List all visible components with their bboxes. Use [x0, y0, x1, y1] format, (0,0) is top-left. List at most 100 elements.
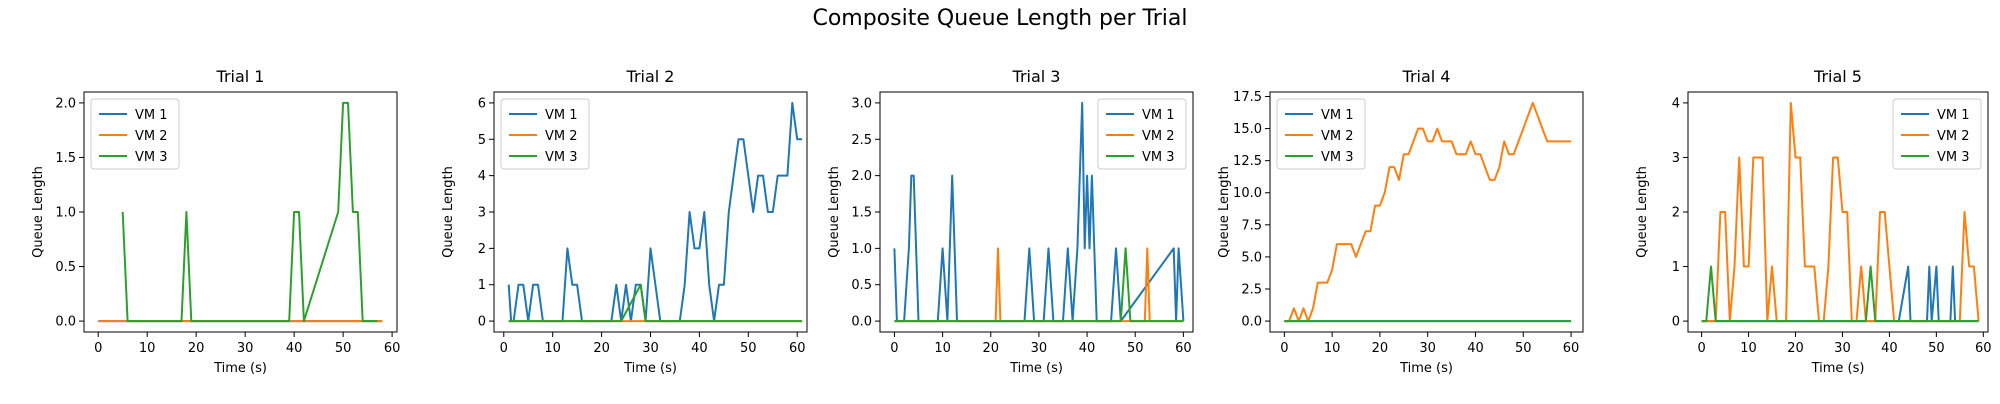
y-tick-label: 3.0	[851, 96, 872, 111]
plot-frame	[1269, 91, 1584, 333]
x-tick-label: 60	[1563, 341, 1580, 356]
series-line-vm-3	[1701, 265, 1979, 323]
subplot-title: Trial 3	[1012, 67, 1061, 86]
y-tick-label: 0.0	[55, 315, 76, 330]
legend-label: VM 1	[135, 108, 168, 123]
x-tick-label: 10	[1740, 341, 1757, 356]
x-tick-label: 20	[1787, 341, 1804, 356]
x-tick-label: 40	[1079, 341, 1096, 356]
legend: VM 1 VM 2 VM 3	[1892, 98, 1982, 170]
subplot-trial-3: Trial 3 0 10 20 30 40 50 60 0.0 0.5 1.0 1.5 2.0 2.5 3.…	[827, 67, 1194, 376]
x-tick-label: 30	[642, 341, 659, 356]
x-tick-label: 60	[1975, 341, 1992, 356]
legend-box	[1892, 98, 1982, 170]
subplot-title: Trial 5	[1813, 67, 1862, 86]
legend-label: VM 3	[135, 150, 168, 165]
x-tick-label: 20	[188, 341, 205, 356]
figure-title: Composite Queue Length per Trial	[812, 6, 1187, 31]
subplot-title: Trial 1	[216, 67, 265, 86]
x-axis-label: Time (s)	[623, 361, 677, 376]
x-axis-label: Time (s)	[213, 361, 267, 376]
x-axis-label: Time (s)	[1399, 361, 1453, 376]
y-axis-label: Queue Length	[31, 166, 46, 258]
x-tick-label: 20	[1372, 341, 1389, 356]
legend-box	[1097, 98, 1187, 170]
y-tick-label: 0	[1672, 315, 1680, 330]
y-tick-label: 0.0	[1241, 315, 1262, 330]
legend: VM 1 VM 2 VM 3	[1276, 98, 1366, 170]
x-tick-label: 50	[740, 341, 757, 356]
y-tick-label: 10.0	[1233, 186, 1262, 201]
y-tick-label: 1	[478, 278, 486, 293]
x-tick-label: 30	[1419, 341, 1436, 356]
x-tick-label: 20	[982, 341, 999, 356]
x-tick-label: 40	[1467, 341, 1484, 356]
x-tick-label: 40	[1881, 341, 1898, 356]
x-tick-label: 30	[1031, 341, 1048, 356]
x-axis-label: Time (s)	[1811, 361, 1865, 376]
series-line-vm-1	[1701, 265, 1979, 323]
subplot-trial-1: Trial 1 0 10 20 30 40 50 60 0.0 0.5 1.0 1.5 2.0 Time …	[31, 67, 400, 376]
x-tick-label: 50	[1515, 341, 1532, 356]
series-line-vm-2	[1284, 101, 1572, 323]
x-tick-label: 40	[286, 341, 303, 356]
x-tick-label: 60	[1175, 341, 1192, 356]
y-tick-label: 1.0	[55, 206, 76, 221]
x-tick-label: 30	[237, 341, 254, 356]
x-tick-label: 0	[500, 341, 508, 356]
y-tick-label: 2	[478, 242, 486, 257]
x-tick-label: 50	[1928, 341, 1945, 356]
series-line-vm-3	[508, 283, 803, 323]
y-tick-label: 1	[1672, 260, 1680, 275]
legend: VM 1 VM 2 VM 3	[1097, 98, 1187, 170]
y-tick-label: 3	[1672, 151, 1680, 166]
x-tick-label: 60	[384, 341, 401, 356]
legend-box	[500, 98, 590, 170]
y-tick-label: 6	[478, 96, 486, 111]
legend: VM 1 VM 2 VM 3	[500, 98, 590, 170]
legend-label: VM 1	[1937, 108, 1970, 123]
legend-label: VM 1	[1321, 108, 1354, 123]
y-axis-label: Queue Length	[1217, 166, 1232, 258]
x-tick-label: 50	[1127, 341, 1144, 356]
y-tick-label: 1.5	[851, 206, 872, 221]
legend-label: VM 3	[1937, 150, 1970, 165]
legend-label: VM 2	[1321, 129, 1354, 144]
y-tick-label: 7.5	[1241, 218, 1262, 233]
legend-label: VM 2	[135, 129, 168, 144]
legend-box	[90, 98, 180, 170]
legend-label: VM 1	[545, 108, 578, 123]
subplot-title: Trial 2	[626, 67, 675, 86]
legend-label: VM 3	[1142, 150, 1175, 165]
subplot-trial-2: Trial 2 0 10 20 30 40 50 60 0 1 2 3 4 5 6 Time (s) Queue…	[441, 67, 808, 376]
legend-label: VM 1	[1142, 108, 1175, 123]
legend-box	[1276, 98, 1366, 170]
series-line-vm-3	[121, 101, 378, 323]
y-tick-label: 0.0	[851, 315, 872, 330]
x-tick-label: 0	[890, 341, 898, 356]
x-tick-label: 10	[1324, 341, 1341, 356]
y-tick-label: 2.5	[851, 133, 872, 148]
x-tick-label: 10	[139, 341, 156, 356]
x-axis-label: Time (s)	[1009, 361, 1063, 376]
y-tick-label: 4	[1672, 96, 1680, 111]
x-tick-label: 30	[1834, 341, 1851, 356]
y-axis-label: Queue Length	[1635, 166, 1650, 258]
y-tick-label: 2.0	[55, 96, 76, 111]
y-axis-label: Queue Length	[441, 166, 456, 258]
y-tick-label: 12.5	[1233, 154, 1262, 169]
y-tick-label: 0	[478, 315, 486, 330]
x-tick-label: 0	[1280, 341, 1288, 356]
y-tick-label: 5.0	[1241, 250, 1262, 265]
y-tick-label: 1.0	[851, 242, 872, 257]
subplot-trial-4: Trial 4 0 10 20 30 40 50 60 0.0 2.5 5.0 7.5 10.0 12.5…	[1217, 67, 1584, 376]
x-tick-label: 0	[94, 341, 102, 356]
y-tick-label: 2.0	[851, 169, 872, 184]
y-tick-label: 17.5	[1233, 90, 1262, 105]
legend-label: VM 2	[1142, 129, 1175, 144]
legend-label: VM 2	[545, 129, 578, 144]
x-tick-label: 60	[789, 341, 806, 356]
legend-label: VM 3	[545, 150, 578, 165]
